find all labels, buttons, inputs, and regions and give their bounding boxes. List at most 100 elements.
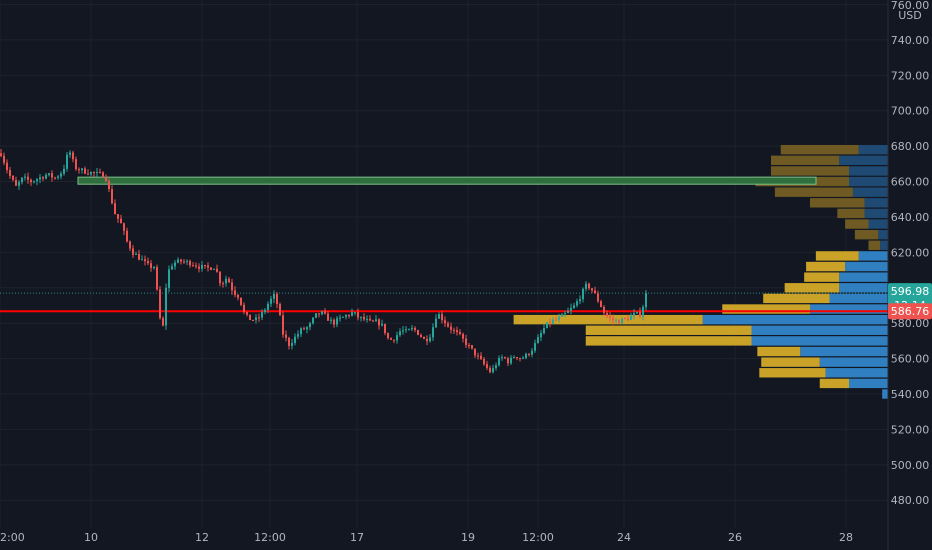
- candle-body: [603, 307, 605, 313]
- candle-body: [201, 264, 203, 269]
- candle-body: [597, 293, 599, 302]
- candle-body: [171, 266, 173, 270]
- candle-body: [633, 313, 635, 317]
- candle-body: [612, 318, 614, 321]
- candle-body: [153, 267, 155, 269]
- candle-body: [513, 357, 515, 359]
- candle-body: [186, 260, 188, 262]
- profile-buy-bar: [868, 219, 888, 229]
- profile-buy-bar: [852, 187, 888, 197]
- profile-buy-bar: [864, 208, 888, 219]
- profile-buy-bar: [845, 261, 888, 272]
- candle-body: [564, 313, 566, 315]
- candle-body: [156, 267, 158, 290]
- candle-body: [267, 303, 269, 310]
- candle-body: [594, 290, 596, 294]
- profile-buy-bar: [849, 166, 888, 176]
- profile-sell-bar: [784, 283, 840, 293]
- candle-body: [84, 168, 86, 174]
- candle-body: [285, 334, 287, 338]
- candle-body: [387, 333, 389, 339]
- price-tick-label: 560.00: [891, 353, 930, 366]
- candle-body: [363, 316, 365, 320]
- candle-body: [144, 259, 146, 261]
- candle-body: [495, 365, 497, 369]
- candle-body: [351, 312, 353, 316]
- candle-body: [447, 323, 449, 327]
- candle-body: [36, 179, 38, 182]
- candle-body: [519, 358, 521, 360]
- candle-body: [567, 310, 569, 314]
- candle-body: [135, 253, 137, 255]
- candle-body: [390, 338, 392, 340]
- candle-body: [309, 323, 311, 328]
- candle-body: [420, 334, 422, 337]
- candle-body: [27, 176, 29, 180]
- candle-body: [444, 320, 446, 324]
- candle-body: [72, 152, 74, 160]
- candle-body: [30, 179, 32, 183]
- candle-body: [486, 364, 488, 368]
- time-tick-label: 2:00: [0, 531, 25, 544]
- candle-body: [468, 345, 470, 347]
- profile-buy-bar: [810, 304, 888, 314]
- candle-body: [108, 181, 110, 190]
- candle-body: [531, 350, 533, 355]
- profile-sell-bar: [810, 198, 865, 208]
- profile-buy-bar: [800, 346, 888, 357]
- candle-body: [357, 312, 359, 318]
- candle-body: [372, 320, 374, 322]
- profile-buy-bar: [839, 155, 888, 166]
- profile-sell-bar: [774, 187, 853, 197]
- candle-body: [168, 269, 170, 288]
- candle-body: [150, 263, 152, 268]
- candle-body: [159, 289, 161, 319]
- profile-sell-bar: [722, 304, 810, 314]
- candle-body: [360, 316, 362, 318]
- candle-body: [618, 320, 620, 324]
- candle-body: [288, 337, 290, 346]
- time-axis[interactable]: 2:00 10 12 12:00 17 19 12:00 24 26 28: [0, 531, 853, 544]
- candle-body: [615, 320, 617, 322]
- candle-body: [210, 267, 212, 270]
- candle-body: [63, 168, 65, 174]
- candle-body: [105, 177, 107, 182]
- candle-body: [18, 182, 20, 186]
- candle-body: [582, 288, 584, 300]
- candle-body: [306, 327, 308, 330]
- profile-buy-bar: [751, 336, 888, 346]
- candle-body: [213, 268, 215, 270]
- candle-body: [426, 338, 428, 342]
- profile-sell-bar: [806, 261, 846, 272]
- profile-buy-bar: [858, 251, 888, 261]
- candle-body: [192, 265, 194, 267]
- candle-body: [270, 298, 272, 304]
- time-tick-label: 12: [195, 531, 209, 544]
- price-tick-label: 660.00: [891, 176, 930, 189]
- candle-body: [198, 266, 200, 269]
- candle-body: [471, 345, 473, 349]
- candle-body: [501, 357, 503, 359]
- candle-body: [396, 335, 398, 341]
- candle-body: [600, 301, 602, 308]
- profile-sell-bar: [837, 208, 865, 219]
- candle-body: [123, 223, 125, 231]
- profile-buy-bar: [702, 314, 888, 325]
- profile-sell-bar: [804, 272, 840, 282]
- price-axis[interactable]: 480.00500.00520.00540.00560.00580.00600.…: [891, 0, 930, 507]
- resistance-zone[interactable]: [77, 176, 817, 185]
- candle-body: [177, 259, 179, 263]
- candle-body: [246, 312, 248, 315]
- candle-body: [498, 358, 500, 366]
- candle-body: [258, 317, 260, 319]
- candle-body: [522, 357, 524, 359]
- candles: [0, 149, 647, 374]
- price-tick-label: 740.00: [891, 34, 930, 47]
- profile-sell-bar: [780, 144, 859, 155]
- candle-body: [348, 315, 350, 317]
- candle-body: [261, 312, 263, 318]
- profile-sell-bar: [763, 293, 830, 304]
- candle-body: [369, 318, 371, 321]
